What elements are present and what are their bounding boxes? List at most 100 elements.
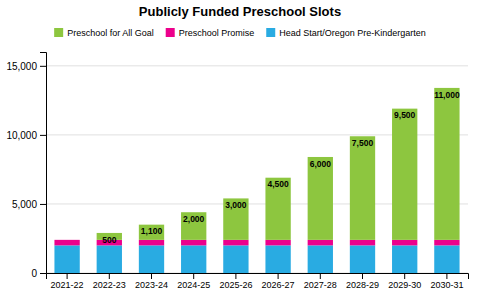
title: Publicly Funded Preschool Slots <box>139 4 341 19</box>
legend-swatch <box>166 28 175 37</box>
bar <box>392 245 417 273</box>
bar <box>308 245 333 273</box>
data-label: 2,000 <box>183 214 205 224</box>
tick: 2023-24 <box>135 273 168 290</box>
tick-label: 0 <box>31 268 37 279</box>
tick-label: 2030-31 <box>430 280 463 290</box>
bar <box>434 88 459 240</box>
bar <box>434 240 459 246</box>
bar <box>223 245 248 273</box>
bar <box>181 212 206 240</box>
tick-mark <box>40 135 46 136</box>
bar <box>392 240 417 246</box>
tick-label: 2025-26 <box>219 280 252 290</box>
bar <box>350 240 375 246</box>
tick-mark <box>193 273 194 279</box>
bar <box>350 245 375 273</box>
tick-mark <box>151 273 152 279</box>
bar <box>265 178 290 240</box>
tick-mark <box>40 204 46 205</box>
tick-label: 2022-23 <box>93 280 126 290</box>
legend: Preschool for All Goal Preschool Promise H… <box>54 28 426 38</box>
legend-label: Preschool Promise <box>179 28 255 38</box>
tick-mark <box>67 273 68 279</box>
tick-label: 2027-28 <box>304 280 337 290</box>
tick-label: 10,000 <box>6 130 37 141</box>
tick-mark <box>362 273 363 279</box>
bar <box>54 245 79 273</box>
tick-mark <box>40 66 46 67</box>
data-label: 3,000 <box>225 200 247 210</box>
tick-label: 15,000 <box>6 61 37 72</box>
bar <box>181 245 206 273</box>
tick-label: 2023-24 <box>135 280 168 290</box>
bar <box>350 136 375 240</box>
tick-label: 2024-25 <box>177 280 210 290</box>
tick-label: 2026-27 <box>262 280 295 290</box>
tick: 10,000 <box>6 130 46 141</box>
legend-item: Head Start/Oregon Pre-Kindergarten <box>266 28 426 38</box>
axis-domain <box>40 53 47 274</box>
tick-mark <box>40 273 46 274</box>
bar <box>97 245 122 273</box>
tick-mark <box>278 273 279 279</box>
bar <box>139 245 164 273</box>
tick-label: 2021-22 <box>51 280 84 290</box>
tick: 2028-29 <box>346 273 379 290</box>
tick: 2026-27 <box>262 273 295 290</box>
chart: Publicly Funded Preschool Slots 0 5,000 10,… <box>0 0 480 297</box>
tick: 5,000 <box>12 199 46 210</box>
grid-line <box>46 65 468 66</box>
legend-label: Head Start/Oregon Pre-Kindergarten <box>279 28 426 38</box>
bar <box>139 240 164 246</box>
legend-swatch <box>266 28 275 37</box>
bar <box>54 240 79 246</box>
bar <box>308 240 333 246</box>
legend-item: Preschool for All Goal <box>54 28 154 38</box>
bar <box>265 240 290 246</box>
data-label: 6,000 <box>310 159 332 169</box>
legend-item: Preschool Promise <box>166 28 255 38</box>
tick-label: 5,000 <box>12 199 37 210</box>
data-label: 4,500 <box>267 179 289 189</box>
bars <box>54 88 459 273</box>
tick-mark <box>404 273 405 279</box>
data-label: 500 <box>102 235 116 245</box>
tick-mark <box>235 273 236 279</box>
bar <box>434 245 459 273</box>
data-label: 9,500 <box>394 110 416 120</box>
y-axis: 0 5,000 10,000 15,000 <box>6 53 46 279</box>
tick: 2021-22 <box>51 273 84 290</box>
tick-mark <box>320 273 321 279</box>
tick: 2022-23 <box>93 273 126 290</box>
data-label: 1,100 <box>141 226 163 236</box>
tick: 2024-25 <box>177 273 210 290</box>
bar <box>392 109 417 240</box>
data-label: 7,500 <box>352 138 374 148</box>
bar <box>181 240 206 246</box>
bar <box>223 240 248 246</box>
tick: 2029-30 <box>388 273 421 290</box>
legend-swatch <box>54 28 63 37</box>
bar <box>265 245 290 273</box>
tick: 15,000 <box>6 61 46 72</box>
tick: 2030-31 <box>430 273 463 290</box>
series <box>97 88 460 240</box>
legend-label: Preschool for All Goal <box>67 28 154 38</box>
plot: 0 5,000 10,000 15,000 2021-22 2022-23 2023-24 2… <box>6 53 468 291</box>
tick: 0 <box>31 268 46 279</box>
tick: 2027-28 <box>304 273 337 290</box>
bar <box>308 157 333 240</box>
tick-mark <box>109 273 110 279</box>
bar <box>223 198 248 239</box>
tick-mark <box>446 273 447 279</box>
series <box>54 245 459 273</box>
bar <box>139 225 164 240</box>
tick: 2025-26 <box>219 273 252 290</box>
bar <box>54 239 79 240</box>
grid <box>46 66 468 273</box>
axis-domain <box>47 274 469 280</box>
tick-label: 2029-30 <box>388 280 421 290</box>
data-label: 11,000 <box>434 90 460 100</box>
tick-label: 2028-29 <box>346 280 379 290</box>
